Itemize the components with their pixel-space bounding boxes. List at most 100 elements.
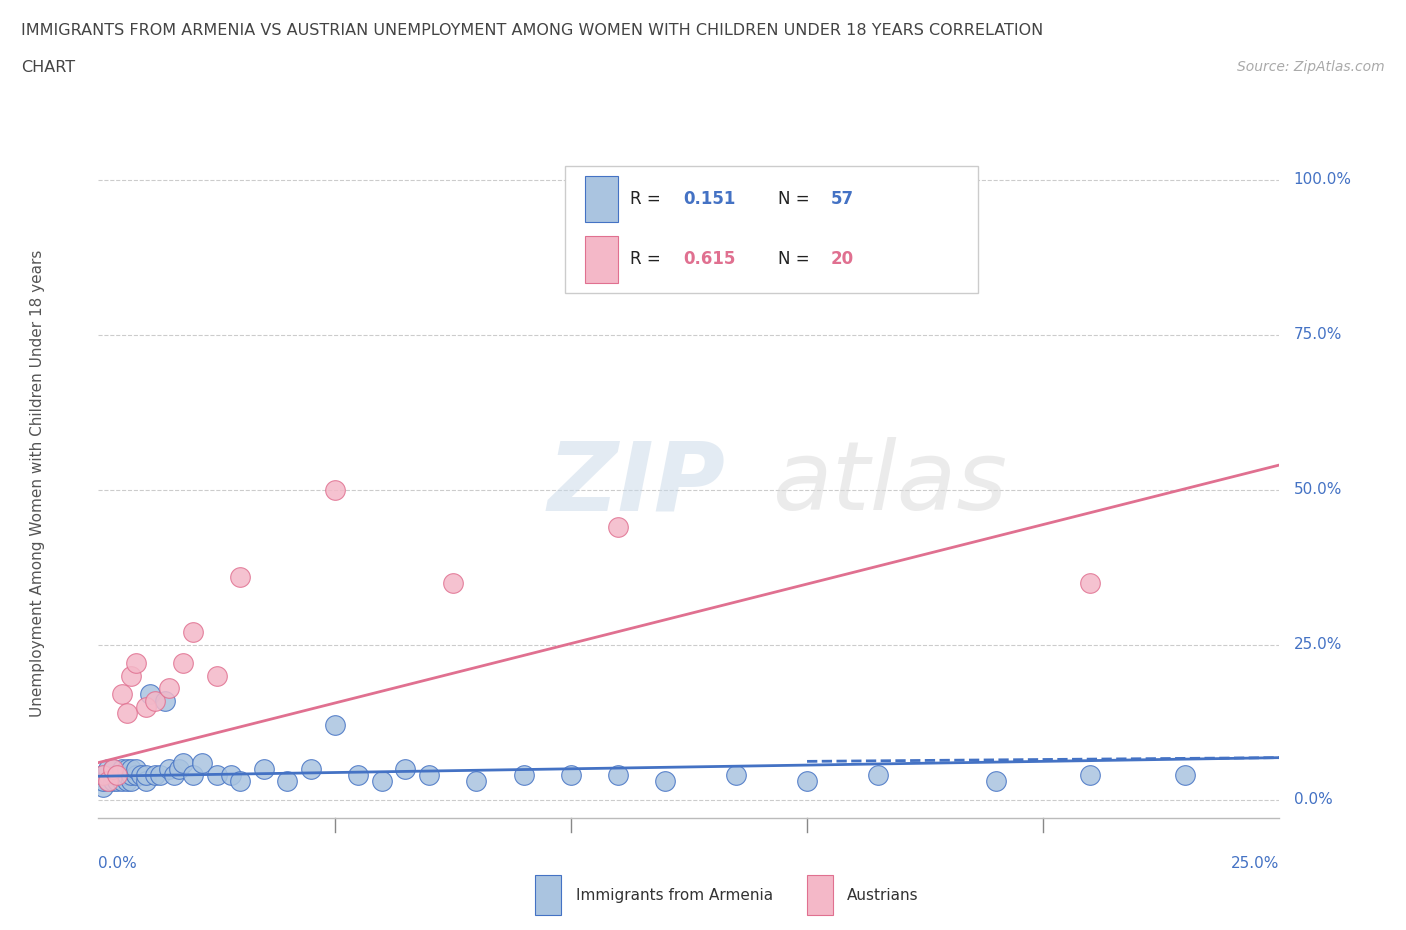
- Point: [105, 767, 128, 782]
- Point: [276, 774, 298, 789]
- Point: [111, 762, 134, 777]
- Point: [105, 774, 128, 789]
- Point: [157, 762, 180, 777]
- Text: N =: N =: [778, 190, 808, 208]
- Text: 57: 57: [831, 190, 853, 208]
- Point: [167, 762, 190, 777]
- Point: [91, 767, 114, 782]
- Point: [97, 762, 120, 777]
- Point: [191, 755, 214, 770]
- Text: 0.615: 0.615: [683, 250, 735, 268]
- Point: [1174, 767, 1197, 782]
- Point: [844, 253, 866, 268]
- Point: [91, 767, 114, 782]
- Point: [101, 762, 124, 777]
- Point: [1080, 767, 1102, 782]
- Point: [512, 767, 534, 782]
- Text: 25.0%: 25.0%: [1232, 856, 1279, 870]
- Point: [229, 569, 252, 584]
- Point: [347, 767, 370, 782]
- FancyBboxPatch shape: [585, 176, 619, 222]
- Text: 0.0%: 0.0%: [98, 856, 138, 870]
- FancyBboxPatch shape: [565, 166, 979, 293]
- Point: [115, 706, 138, 721]
- Point: [115, 774, 138, 789]
- Point: [607, 767, 630, 782]
- Text: 100.0%: 100.0%: [1294, 172, 1351, 187]
- Text: 0.151: 0.151: [683, 190, 735, 208]
- Text: R =: R =: [630, 190, 661, 208]
- Point: [205, 767, 228, 782]
- Point: [323, 718, 346, 733]
- Point: [125, 767, 148, 782]
- Point: [796, 774, 818, 789]
- Point: [121, 774, 143, 789]
- Point: [1080, 576, 1102, 591]
- Point: [157, 681, 180, 696]
- Point: [129, 767, 152, 782]
- Point: [299, 762, 322, 777]
- Point: [143, 767, 166, 782]
- Point: [394, 762, 416, 777]
- Point: [97, 774, 120, 789]
- Point: [111, 687, 134, 702]
- Point: [607, 520, 630, 535]
- Point: [91, 780, 114, 795]
- Point: [172, 656, 194, 671]
- Point: [105, 767, 128, 782]
- Point: [181, 625, 204, 640]
- Point: [111, 767, 134, 782]
- Point: [172, 755, 194, 770]
- Point: [465, 774, 488, 789]
- Point: [253, 762, 276, 777]
- Point: [135, 774, 157, 789]
- Point: [91, 774, 114, 789]
- Point: [866, 767, 889, 782]
- Text: 20: 20: [831, 250, 853, 268]
- Text: 50.0%: 50.0%: [1294, 483, 1341, 498]
- Text: CHART: CHART: [21, 60, 75, 75]
- Point: [115, 767, 138, 782]
- Text: R =: R =: [630, 250, 661, 268]
- Text: 25.0%: 25.0%: [1294, 637, 1341, 652]
- Point: [441, 576, 464, 591]
- Point: [163, 767, 186, 782]
- Text: Source: ZipAtlas.com: Source: ZipAtlas.com: [1237, 60, 1385, 74]
- Point: [205, 669, 228, 684]
- Point: [101, 762, 124, 777]
- Text: atlas: atlas: [772, 437, 1007, 530]
- Point: [97, 774, 120, 789]
- Text: Unemployment Among Women with Children Under 18 years: Unemployment Among Women with Children U…: [30, 250, 45, 717]
- Point: [560, 767, 582, 782]
- Point: [125, 762, 148, 777]
- Point: [725, 767, 748, 782]
- Point: [984, 774, 1007, 789]
- Text: N =: N =: [778, 250, 808, 268]
- Point: [153, 693, 176, 708]
- Point: [135, 767, 157, 782]
- Point: [323, 483, 346, 498]
- Point: [111, 774, 134, 789]
- FancyBboxPatch shape: [585, 236, 619, 283]
- Text: Austrians: Austrians: [848, 888, 920, 903]
- Text: Immigrants from Armenia: Immigrants from Armenia: [575, 888, 773, 903]
- Point: [125, 656, 148, 671]
- Point: [418, 767, 440, 782]
- Point: [115, 762, 138, 777]
- Point: [149, 767, 172, 782]
- Text: IMMIGRANTS FROM ARMENIA VS AUSTRIAN UNEMPLOYMENT AMONG WOMEN WITH CHILDREN UNDER: IMMIGRANTS FROM ARMENIA VS AUSTRIAN UNEM…: [21, 23, 1043, 38]
- Point: [181, 767, 204, 782]
- Point: [135, 699, 157, 714]
- Point: [654, 774, 676, 789]
- Point: [143, 693, 166, 708]
- Point: [97, 767, 120, 782]
- Point: [371, 774, 394, 789]
- Text: 0.0%: 0.0%: [1294, 792, 1333, 807]
- Text: 75.0%: 75.0%: [1294, 327, 1341, 342]
- Point: [121, 762, 143, 777]
- Point: [101, 774, 124, 789]
- FancyBboxPatch shape: [536, 875, 561, 915]
- Point: [139, 687, 162, 702]
- Point: [121, 669, 143, 684]
- Point: [121, 767, 143, 782]
